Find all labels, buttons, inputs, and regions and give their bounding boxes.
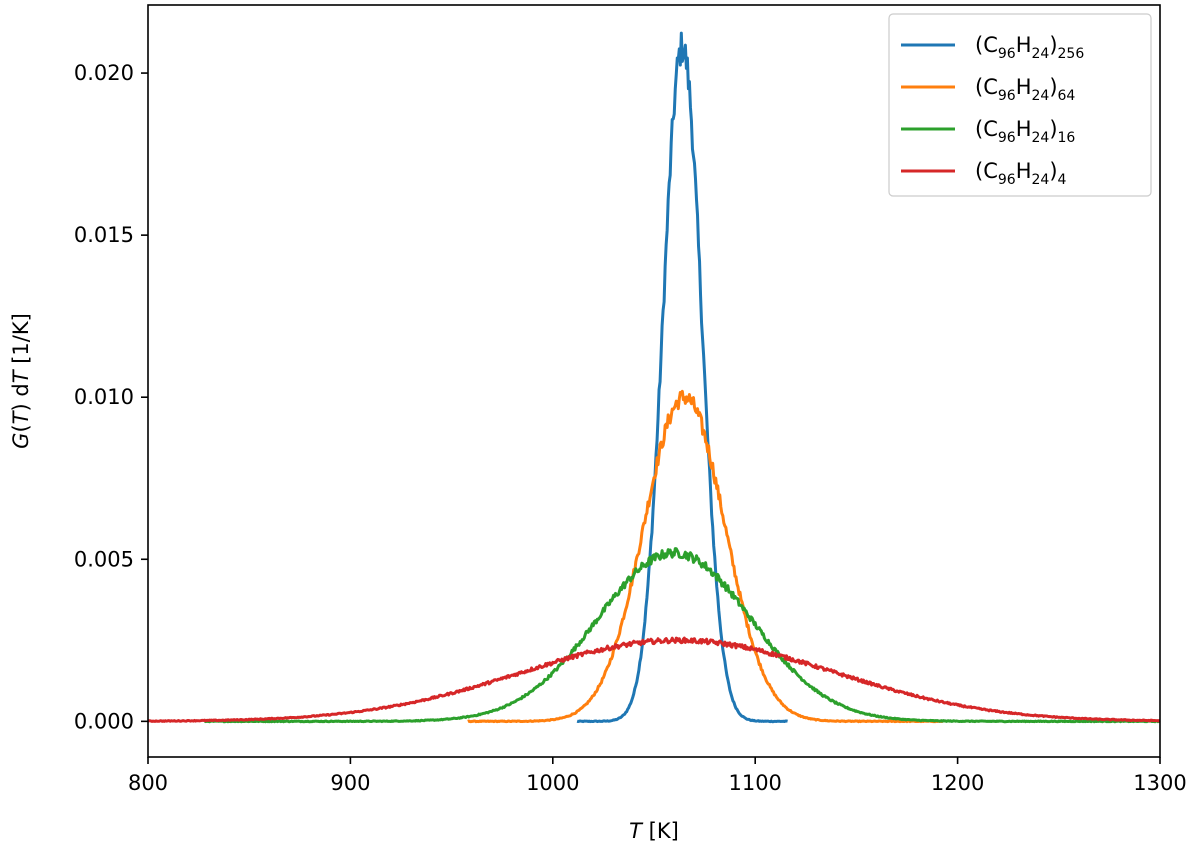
- series-line-3: [147, 636, 1161, 723]
- legend-label-0: (C96H24)256: [975, 33, 1084, 62]
- x-tick-label: 900: [330, 771, 370, 795]
- legend-label-2: (C96H24)16: [975, 117, 1075, 146]
- legend-box: [888, 13, 1152, 197]
- y-tick-label: 0.020: [74, 61, 134, 85]
- series-line-1: [467, 389, 944, 724]
- y-tick-label: 0.010: [74, 385, 134, 409]
- plot-frame: [147, 4, 1161, 758]
- y-tick-label: 0.005: [74, 547, 134, 571]
- x-axis-label: T [K]: [629, 819, 679, 843]
- series-line-0: [576, 31, 789, 724]
- plot-series-group: [147, 31, 1161, 724]
- x-tick-label: 1300: [1133, 771, 1186, 795]
- y-axis-label: G(T) dT [1/K]: [9, 313, 33, 449]
- y-tick-label: 0.015: [74, 223, 134, 247]
- legend: (C96H24)256 (C96H24)64 (C96H24)16 (C96H2…: [888, 13, 1152, 197]
- x-tick-label: 1000: [526, 771, 579, 795]
- y-axis: 0.000 0.005 0.010 0.015 0.020: [74, 61, 148, 733]
- x-tick-label: 800: [128, 771, 168, 795]
- x-axis: 800 900 1000 1100 1200 1300: [128, 757, 1187, 795]
- series-line-2: [203, 547, 1161, 724]
- x-tick-label: 1100: [728, 771, 781, 795]
- x-tick-label: 1200: [931, 771, 984, 795]
- legend-label-1: (C96H24)64: [975, 75, 1075, 104]
- legend-label-3: (C96H24)4: [975, 159, 1067, 188]
- y-tick-label: 0.000: [74, 709, 134, 733]
